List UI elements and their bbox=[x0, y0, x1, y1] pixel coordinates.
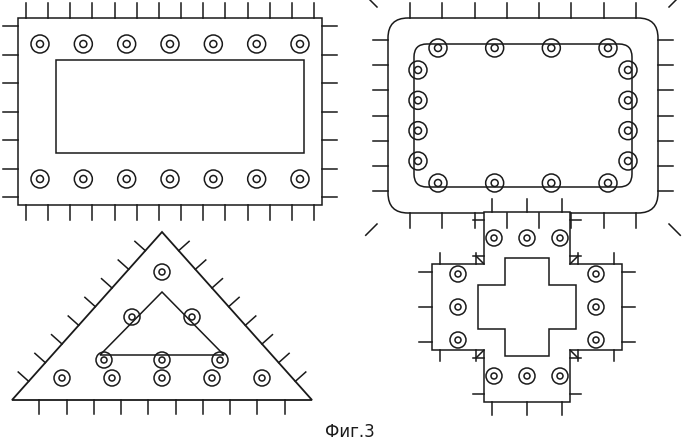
FancyBboxPatch shape bbox=[414, 44, 632, 187]
Bar bbox=[56, 60, 304, 153]
Bar bbox=[18, 18, 322, 205]
Text: Фиг.3: Фиг.3 bbox=[325, 423, 375, 441]
Polygon shape bbox=[100, 292, 224, 355]
Polygon shape bbox=[432, 212, 622, 402]
Polygon shape bbox=[477, 257, 577, 356]
Polygon shape bbox=[12, 232, 312, 400]
FancyBboxPatch shape bbox=[388, 18, 658, 213]
